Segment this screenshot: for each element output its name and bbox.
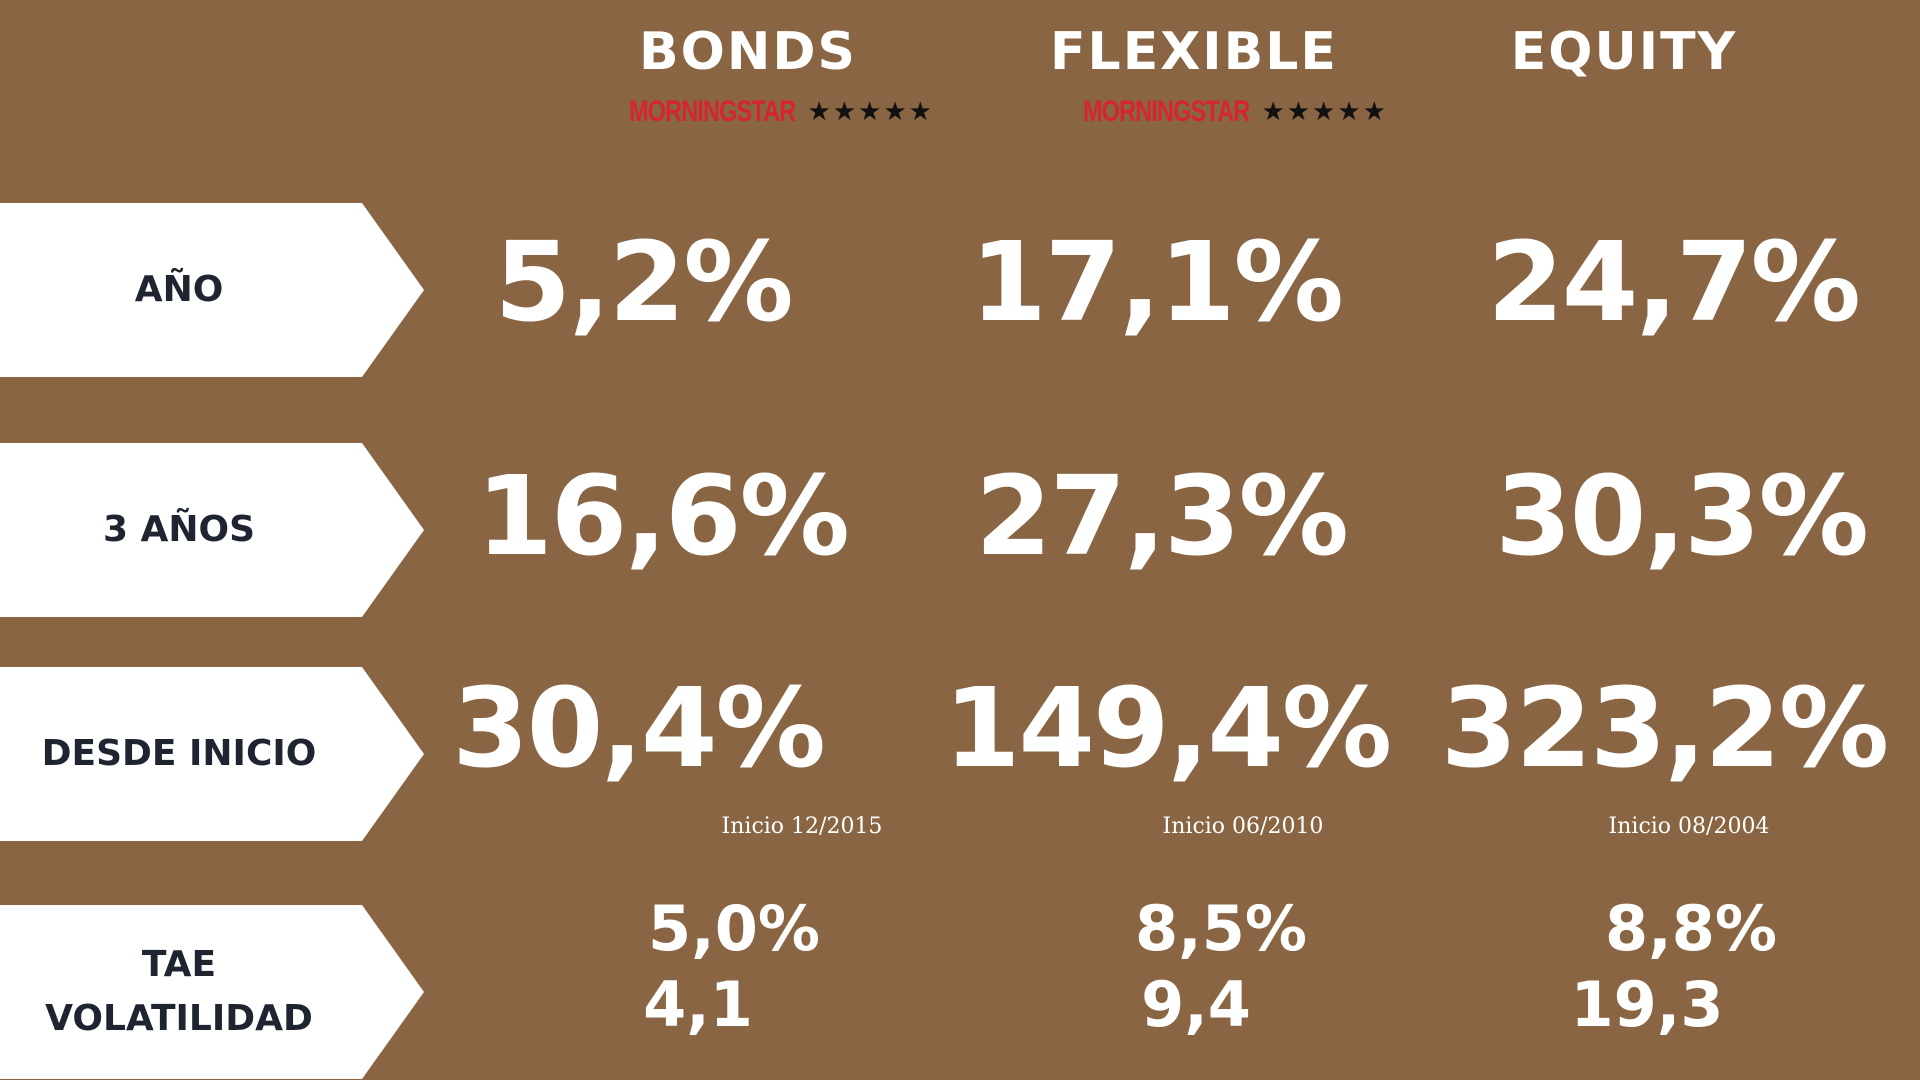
value-since-start-flexible: 149,4%: [943, 664, 1392, 792]
column-header-equity: EQUITY: [1510, 22, 1738, 82]
row-label-tae-text: TAE: [141, 944, 217, 985]
value-three-years-equity: 30,3%: [1495, 452, 1869, 580]
row-label-year: AÑO: [0, 203, 424, 377]
star-rating-icon: ★★★★★: [807, 97, 934, 127]
start-date-bonds: Inicio 12/2015: [721, 814, 883, 839]
row-label-since-start: DESDE INICIO: [0, 667, 424, 841]
value-three-years-flexible: 27,3%: [975, 452, 1349, 580]
row-label-volatility-text: VOLATILIDAD: [45, 998, 313, 1039]
morningstar-logo: MORNINGSTAR: [1082, 95, 1250, 128]
row-label-year-text: AÑO: [134, 269, 224, 310]
value-since-start-equity: 323,2%: [1440, 664, 1889, 792]
value-tae-flexible: 8,5%: [1135, 892, 1307, 965]
value-tae-equity: 8,8%: [1605, 892, 1777, 965]
value-three-years-bonds: 16,6%: [476, 452, 850, 580]
morningstar-rating-flexible: MORNINGSTAR ★★★★★: [1002, 92, 1422, 132]
value-year-flexible: 17,1%: [970, 218, 1344, 346]
value-volatility-equity: 19,3: [1570, 968, 1724, 1041]
start-date-flexible: Inicio 06/2010: [1162, 814, 1324, 839]
value-tae-bonds: 5,0%: [648, 892, 820, 965]
row-label-three-years: 3 AÑOS: [0, 443, 424, 617]
star-rating-icon: ★★★★★: [1261, 97, 1388, 127]
row-label-since-start-text: DESDE INICIO: [41, 733, 317, 774]
value-volatility-flexible: 9,4: [1141, 968, 1251, 1041]
start-date-equity: Inicio 08/2004: [1608, 814, 1770, 839]
value-volatility-bonds: 4,1: [643, 968, 753, 1041]
column-header-flexible: FLEXIBLE: [1050, 22, 1338, 82]
column-header-bonds: BONDS: [639, 22, 857, 82]
value-year-equity: 24,7%: [1487, 218, 1861, 346]
row-label-tae-volatility: TAE VOLATILIDAD: [0, 905, 424, 1079]
row-label-three-years-text: 3 AÑOS: [102, 509, 256, 550]
value-since-start-bonds: 30,4%: [452, 664, 826, 792]
morningstar-rating-bonds: MORNINGSTAR ★★★★★: [548, 92, 968, 132]
value-year-bonds: 5,2%: [494, 218, 793, 346]
morningstar-logo: MORNINGSTAR: [628, 95, 796, 128]
